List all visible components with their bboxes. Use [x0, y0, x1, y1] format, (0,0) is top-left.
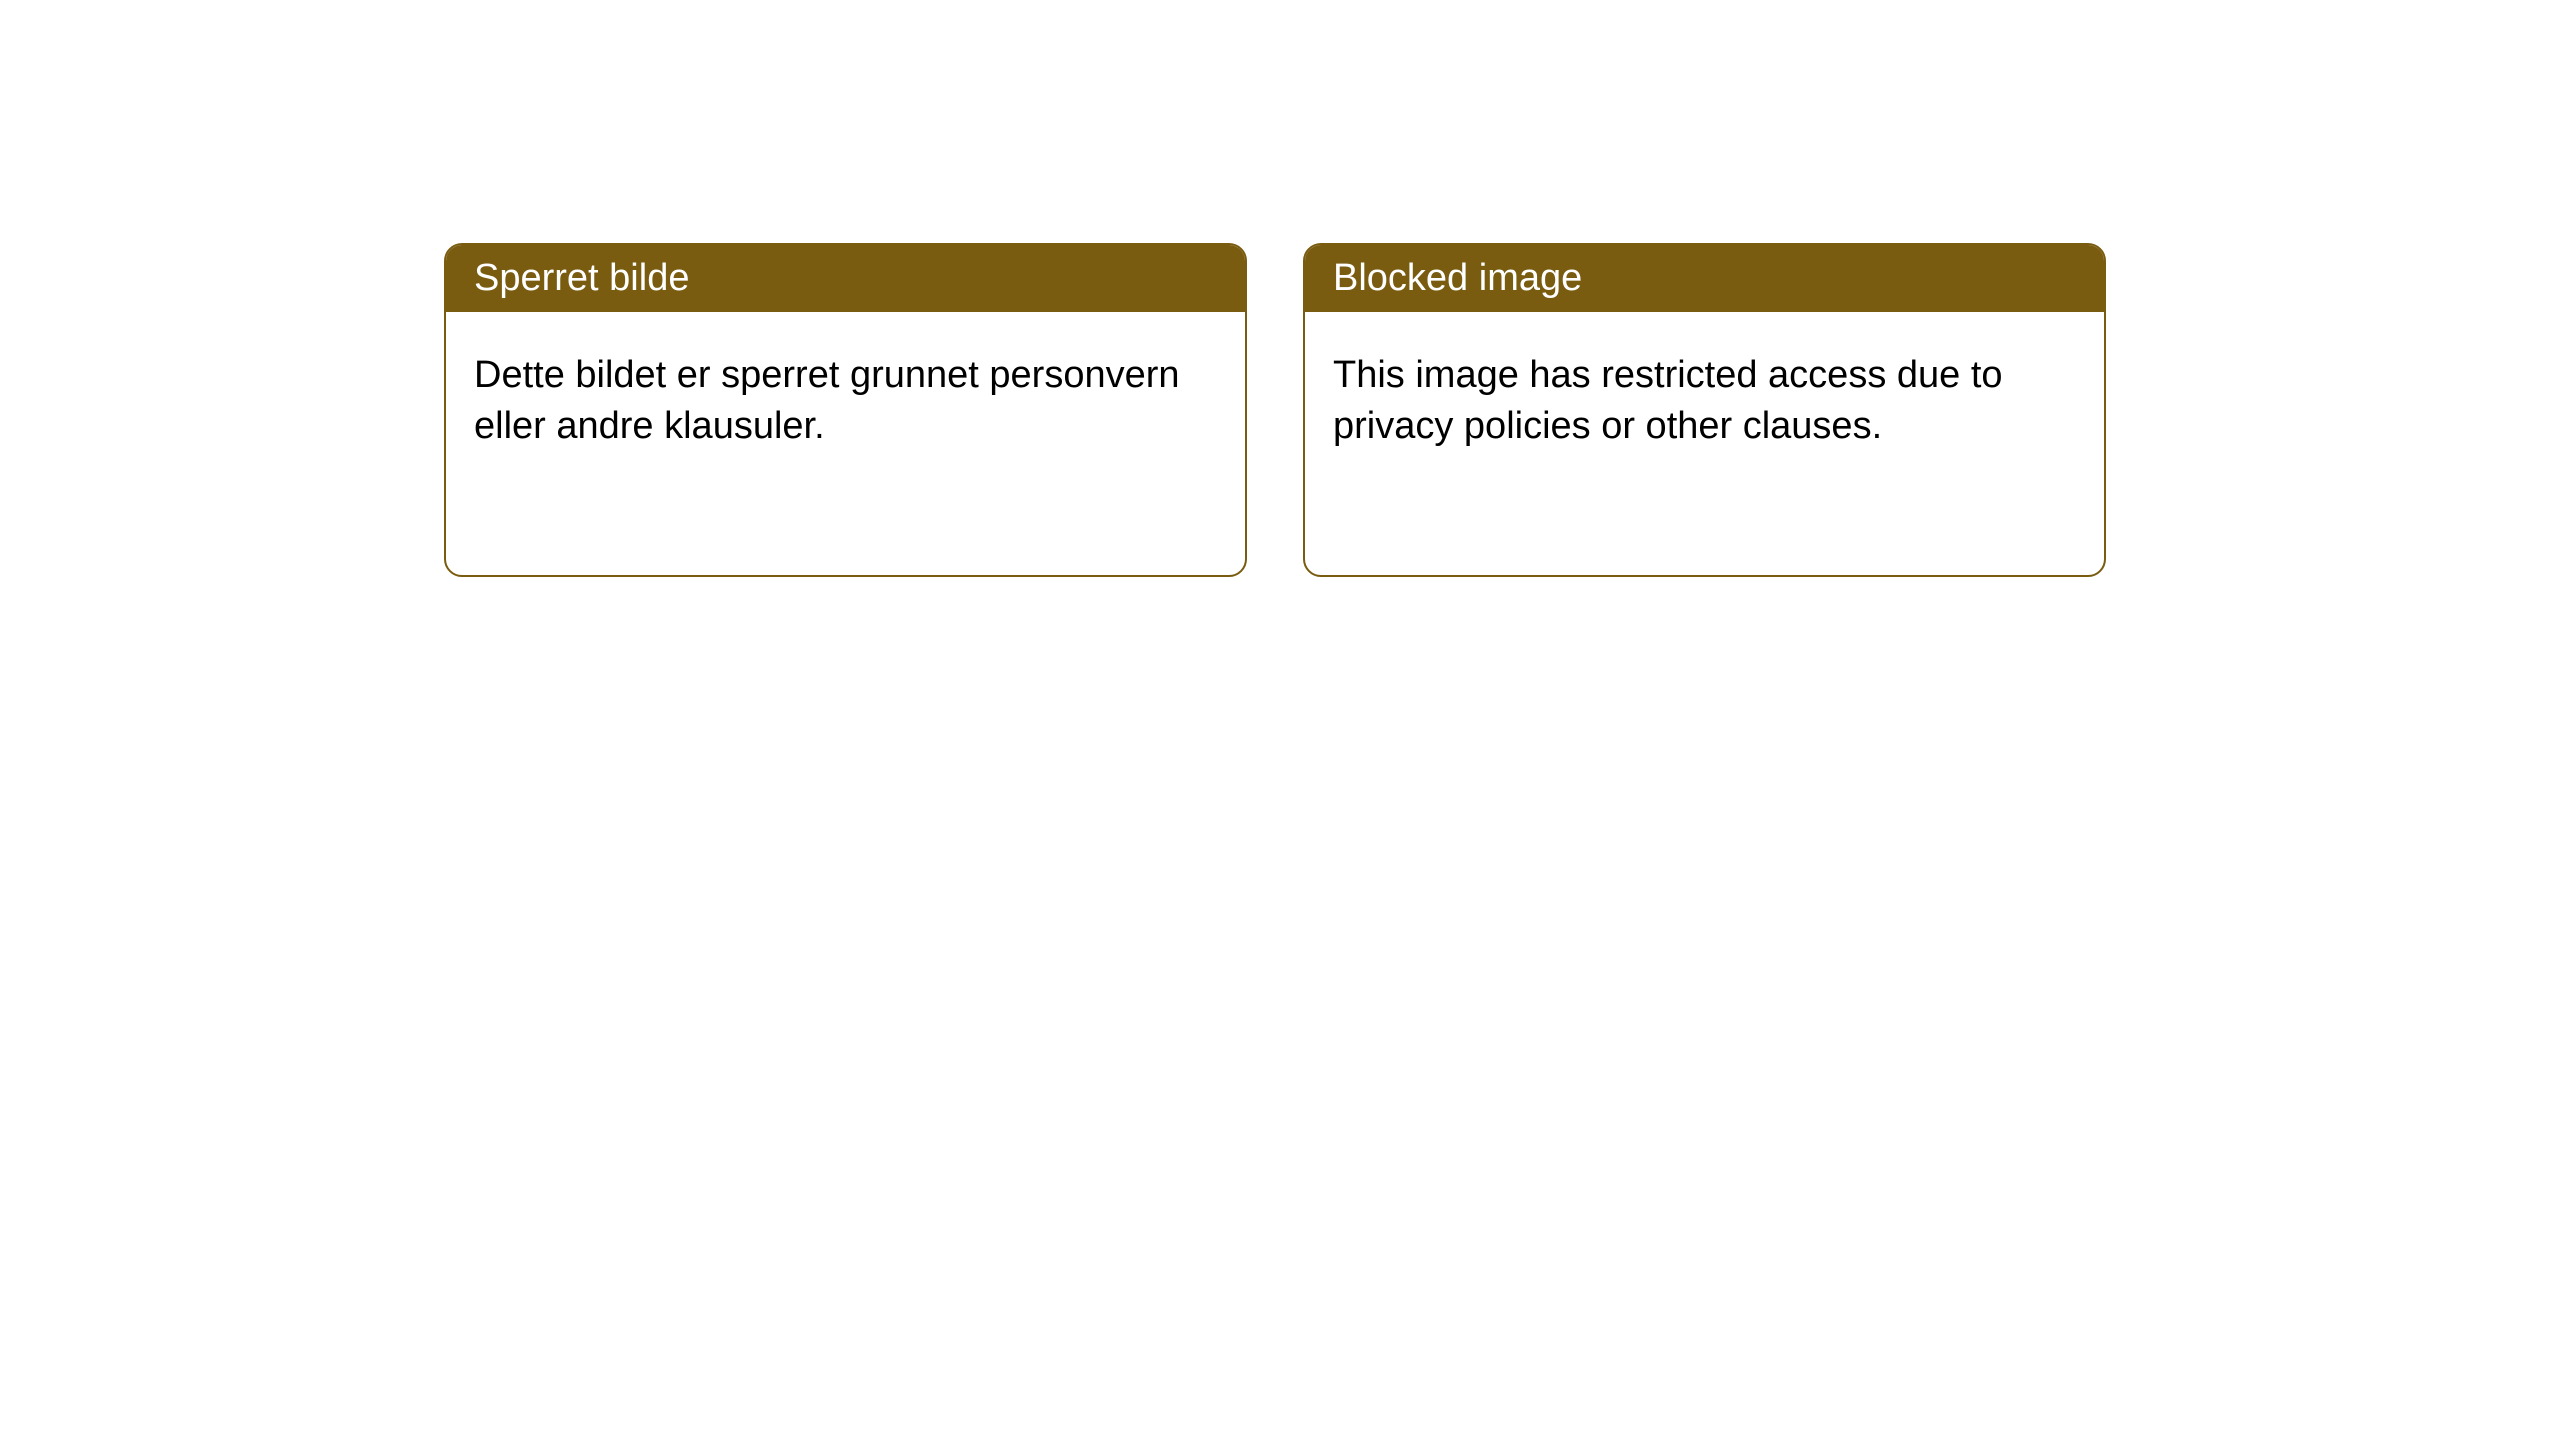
cards-container: Sperret bilde Dette bildet er sperret gr…: [0, 0, 2560, 577]
card-header: Sperret bilde: [446, 245, 1245, 312]
card-header: Blocked image: [1305, 245, 2104, 312]
card-body: Dette bildet er sperret grunnet personve…: [446, 312, 1245, 491]
card-body: This image has restricted access due to …: [1305, 312, 2104, 491]
blocked-image-card-english: Blocked image This image has restricted …: [1303, 243, 2106, 577]
blocked-image-card-norwegian: Sperret bilde Dette bildet er sperret gr…: [444, 243, 1247, 577]
